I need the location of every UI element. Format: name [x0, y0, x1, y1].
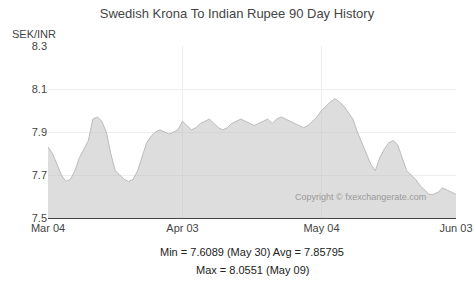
svg-text:Max = 8.0551 (May 09): Max = 8.0551 (May 09)	[196, 264, 309, 276]
svg-text:SEK/INR: SEK/INR	[12, 28, 56, 40]
svg-text:7.5: 7.5	[32, 212, 47, 224]
svg-text:8.3: 8.3	[32, 40, 47, 52]
svg-text:7.7: 7.7	[32, 169, 47, 181]
svg-text:Swedish Krona To Indian Rupee: Swedish Krona To Indian Rupee 90 Day His…	[100, 6, 375, 21]
svg-text:Min = 7.6089 (May 30) Avg = 7.: Min = 7.6089 (May 30) Avg = 7.85795	[160, 246, 344, 258]
svg-text:7.9: 7.9	[32, 126, 47, 138]
svg-text:Apr 03: Apr 03	[166, 222, 198, 234]
svg-text:Copyright © fxexchangerate.com: Copyright © fxexchangerate.com	[295, 192, 426, 202]
svg-text:8.1: 8.1	[32, 83, 47, 95]
svg-text:Jun 03: Jun 03	[439, 222, 472, 234]
svg-text:Mar 04: Mar 04	[31, 222, 65, 234]
svg-text:May 04: May 04	[303, 222, 339, 234]
